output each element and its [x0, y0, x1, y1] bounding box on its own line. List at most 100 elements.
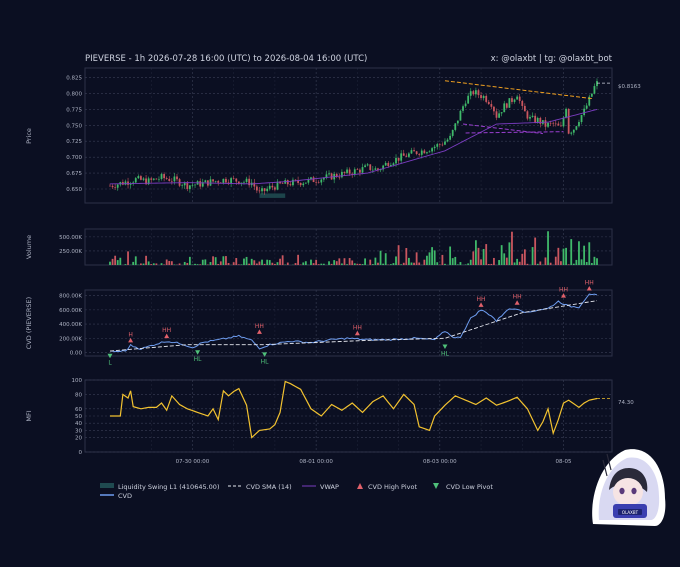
candle-body	[554, 123, 557, 125]
candle-body	[547, 122, 549, 127]
candle-body	[456, 120, 459, 124]
candle-body	[523, 105, 526, 112]
volume-bar	[547, 231, 549, 265]
volume-bar	[160, 263, 163, 265]
volume-bar	[436, 262, 439, 265]
candle-body	[320, 179, 323, 183]
candle-body	[145, 178, 147, 185]
high-pivot-marker	[478, 302, 484, 307]
candle-body	[534, 115, 537, 123]
volume-bar	[142, 263, 145, 265]
candle-body	[539, 117, 542, 124]
volume-bar	[469, 259, 472, 265]
mfi-series	[110, 380, 612, 439]
candle-body	[353, 169, 356, 175]
candle-body	[565, 108, 567, 118]
candle-body	[292, 179, 294, 186]
candle-body	[356, 169, 359, 170]
volume-bar	[219, 261, 222, 265]
candle-body	[518, 96, 521, 101]
candle-body	[114, 187, 117, 188]
volume-bar	[315, 259, 318, 265]
volume-bar	[482, 248, 485, 265]
volume-bar	[433, 250, 436, 265]
volume-bar	[222, 256, 225, 265]
candle-body	[281, 183, 284, 184]
volume-bar	[361, 264, 364, 265]
candle-body	[253, 182, 256, 187]
candle-body	[181, 185, 184, 186]
candle-body	[560, 125, 562, 127]
y-tick-label: 0.00	[70, 350, 83, 356]
volume-bar	[493, 257, 495, 265]
volume-bar	[330, 263, 333, 265]
candle-body	[451, 129, 454, 136]
volume-bar	[503, 253, 506, 265]
candle-body	[188, 185, 191, 189]
volume-bar	[585, 262, 588, 265]
volume-bar	[310, 259, 312, 265]
candle-body	[322, 177, 325, 180]
y-tick-label: 250.00K	[59, 249, 82, 255]
candle-body	[469, 91, 472, 96]
volume-bar	[297, 254, 300, 265]
tick-labels: 07-30 00:00 08-01 00:00 08-03 00:00 08-05 0.…	[59, 76, 572, 465]
legend-label-liquidity: Liquidity Swing L1 (410645.00)	[118, 483, 219, 491]
x-tick-label: 08-01 00:00	[299, 459, 333, 465]
candle-body	[248, 178, 251, 186]
candle-body	[330, 173, 333, 180]
candle-body	[230, 178, 233, 184]
candle-body	[474, 90, 477, 95]
candle-body	[389, 165, 392, 167]
volume-bar	[140, 263, 142, 265]
high-pivot-label: HH	[162, 327, 171, 334]
mfi-line	[110, 380, 598, 439]
volume-bar	[237, 264, 240, 265]
volume-bar	[508, 242, 511, 265]
candle-body	[415, 151, 418, 155]
candle-body	[536, 117, 539, 123]
high-pivot-marker	[586, 286, 592, 291]
volume-bar	[451, 258, 454, 265]
candle-body	[245, 178, 248, 182]
candle-body	[562, 117, 565, 127]
mfi-axis-label: MFI	[25, 410, 33, 421]
volume-bar	[513, 262, 516, 265]
volume-bar	[225, 256, 227, 265]
volume-bar	[377, 262, 379, 265]
volume-bar	[145, 255, 147, 265]
volume-bar	[472, 251, 475, 265]
volume-bar	[485, 244, 488, 265]
candle-body	[552, 122, 555, 124]
y-tick-label: 80	[75, 392, 82, 398]
volume-bar	[333, 260, 336, 265]
volume-bar	[418, 262, 421, 265]
volume-bar	[320, 263, 323, 265]
candle-body	[227, 182, 230, 184]
candle-body	[348, 169, 351, 174]
candle-body	[374, 168, 377, 170]
candle-body	[129, 183, 132, 185]
candle-body	[160, 174, 163, 179]
volume-bar	[335, 261, 338, 265]
vwap-line	[109, 108, 598, 185]
volume-bar	[294, 263, 297, 265]
volume-bar	[480, 259, 482, 265]
candle-body	[361, 167, 364, 173]
volume-bar	[147, 261, 150, 265]
candle-body	[511, 98, 513, 102]
volume-bar	[397, 245, 400, 265]
candle-body	[310, 177, 312, 180]
candle-body	[204, 180, 207, 183]
candle-body	[111, 185, 114, 188]
volume-bar	[253, 260, 256, 265]
volume-bar	[384, 253, 387, 265]
candle-body	[343, 171, 346, 173]
volume-bar	[227, 263, 230, 265]
resistance-trendline	[444, 80, 592, 100]
volume-bar	[410, 262, 413, 265]
volume-bar	[111, 258, 114, 265]
volume-bar	[407, 257, 410, 265]
high-pivot-label: HH	[477, 296, 486, 303]
